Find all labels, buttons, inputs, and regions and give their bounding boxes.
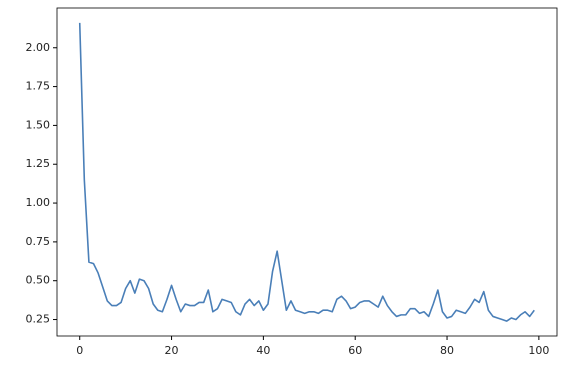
y-tick-label: 1.50	[26, 118, 51, 131]
x-tick-label: 0	[76, 344, 83, 357]
x-tick-label: 20	[165, 344, 179, 357]
data-line	[78, 22, 535, 322]
y-tick-label: 1.25	[26, 157, 51, 170]
x-tick-label: 40	[256, 344, 270, 357]
y-tick-label: 2.00	[26, 41, 51, 54]
y-tick-label: 0.25	[26, 313, 51, 326]
x-tick-label: 60	[348, 344, 362, 357]
y-tick-label: 0.50	[26, 274, 51, 287]
plot-frame	[56, 7, 558, 337]
y-tick-label: 0.75	[26, 235, 51, 248]
x-tick-label: 100	[528, 344, 549, 357]
y-tick-label: 1.75	[26, 80, 51, 93]
y-tick-label: 1.00	[26, 196, 51, 209]
x-tick-label: 80	[440, 344, 454, 357]
